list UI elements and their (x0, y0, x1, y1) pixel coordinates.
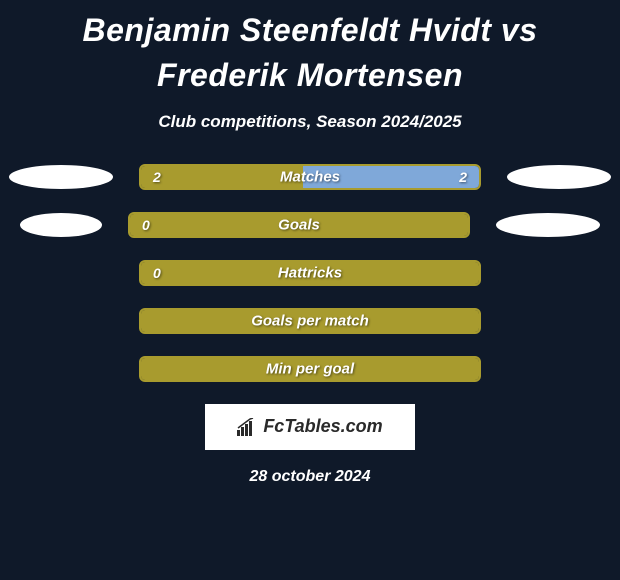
stat-row: Min per goal (0, 356, 620, 382)
stat-row: 0Hattricks (0, 260, 620, 286)
stats-container: 22Matches 0Goals 0Hattricks Goals per match… (0, 164, 620, 382)
logo-text: FcTables.com (263, 416, 382, 437)
player-right-pill (496, 213, 600, 237)
date-label: 28 october 2024 (0, 468, 620, 486)
logo: FcTables.com (237, 416, 382, 437)
stat-label: Min per goal (141, 360, 479, 377)
subtitle: Club competitions, Season 2024/2025 (0, 112, 620, 132)
player-right-pill (507, 165, 611, 189)
chart-icon (237, 418, 259, 436)
stat-label: Matches (141, 168, 479, 185)
stat-row: 22Matches (0, 164, 620, 190)
stat-label: Goals (130, 216, 468, 233)
stat-label: Hattricks (141, 264, 479, 281)
logo-box: FcTables.com (205, 404, 415, 450)
player-left-pill (20, 213, 102, 237)
page-title: Benjamin Steenfeldt Hvidt vs Frederik Mo… (0, 0, 620, 98)
stat-bar: Min per goal (139, 356, 481, 382)
stat-row: 0Goals (0, 212, 620, 238)
stat-bar: Goals per match (139, 308, 481, 334)
stat-bar: 22Matches (139, 164, 481, 190)
stat-bar: 0Hattricks (139, 260, 481, 286)
stat-label: Goals per match (141, 312, 479, 329)
stat-row: Goals per match (0, 308, 620, 334)
stat-bar: 0Goals (128, 212, 470, 238)
player-left-pill (9, 165, 113, 189)
